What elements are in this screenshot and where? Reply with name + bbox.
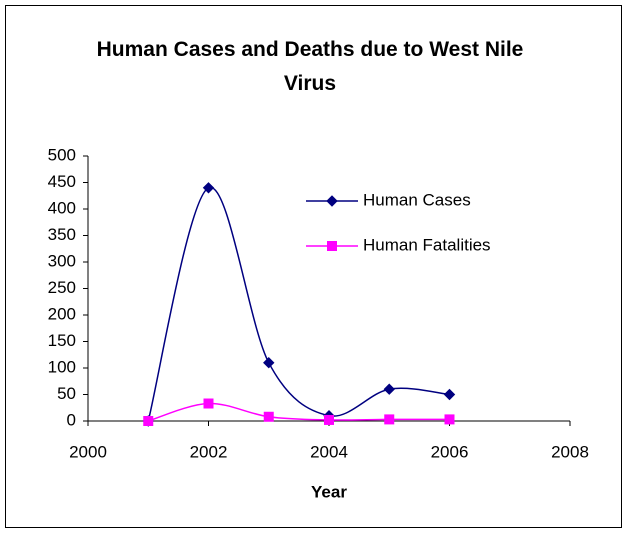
chart-border — [5, 5, 622, 528]
x-tick-label: 2008 — [551, 442, 589, 461]
y-tick-label: 400 — [48, 198, 76, 217]
point — [202, 182, 215, 194]
y-tick-label: 0 — [67, 410, 76, 429]
point — [444, 414, 455, 425]
legend-marker — [326, 195, 338, 207]
point — [263, 356, 275, 369]
y-tick-label: 500 — [48, 145, 76, 164]
point — [324, 414, 334, 425]
series-line — [148, 402, 450, 422]
legend-label: Human Cases — [363, 190, 471, 209]
legend-marker — [327, 241, 337, 251]
y-tick-label: 100 — [48, 357, 76, 376]
point — [203, 398, 214, 409]
point — [143, 416, 154, 426]
point — [383, 383, 395, 395]
legend-label: Human Fatalities — [363, 235, 491, 254]
y-tick-label: 250 — [48, 278, 76, 297]
y-tick-label: 200 — [48, 304, 76, 323]
point — [384, 414, 395, 425]
y-tick-label: 150 — [48, 331, 76, 350]
y-tick-label: 350 — [48, 225, 76, 244]
y-tick-label: 300 — [48, 251, 76, 270]
chart-title: Human Cases and Deaths due to West Nile … — [96, 38, 524, 95]
y-tick-label: 50 — [57, 384, 76, 403]
y-tick-label: 450 — [48, 172, 76, 191]
point — [263, 411, 274, 422]
x-tick-label: 2006 — [431, 442, 469, 461]
x-tick-label: 2002 — [190, 442, 228, 461]
x-tick-label: 2000 — [69, 442, 107, 461]
x-axis-title: Year — [311, 482, 347, 501]
point — [443, 388, 456, 401]
x-tick-label: 2004 — [310, 442, 348, 461]
